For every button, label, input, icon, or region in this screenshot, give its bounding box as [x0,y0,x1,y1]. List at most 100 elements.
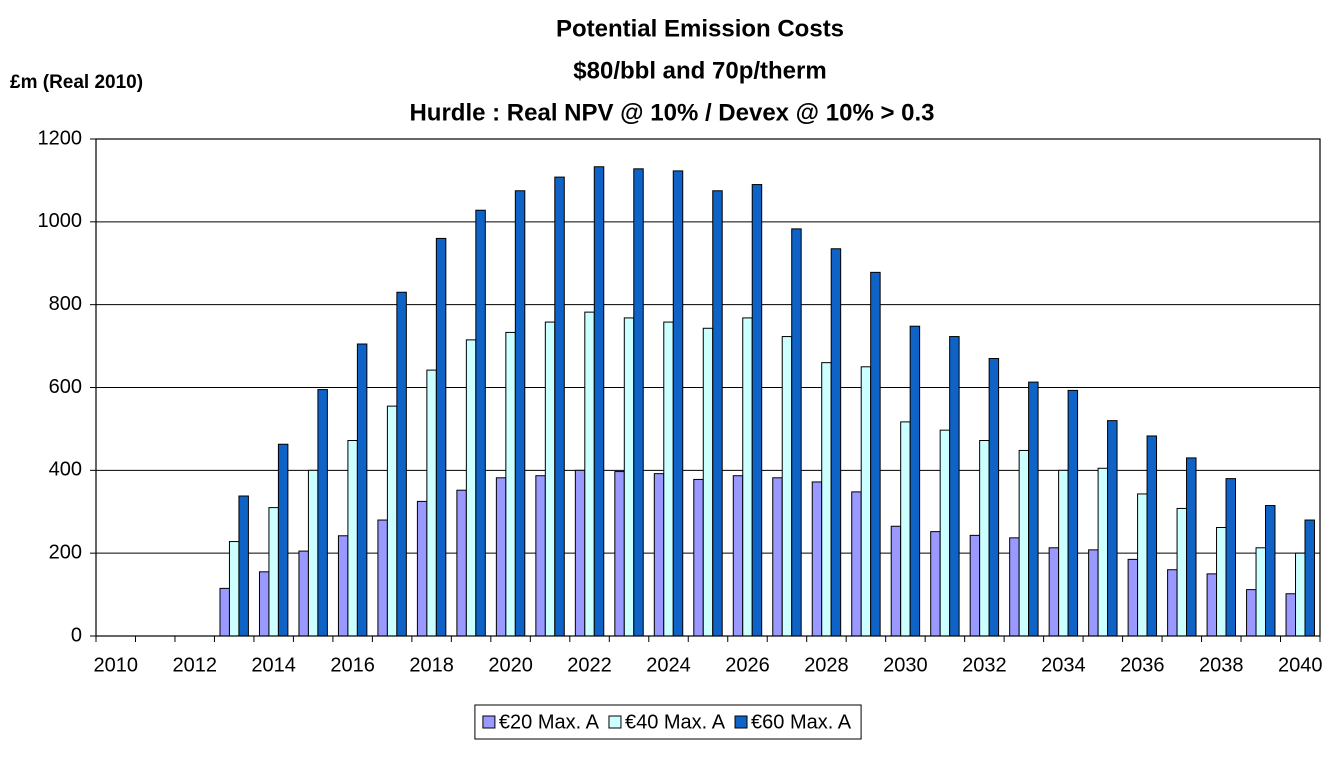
x-tick-label: 2032 [962,654,1007,676]
bar [712,190,723,637]
y-tick-label: 1000 [38,210,83,232]
bar [1058,469,1069,637]
bar [1009,537,1020,637]
bar [219,587,230,637]
legend-label: €20 Max. A [499,711,600,733]
bar [1067,389,1079,637]
bar [535,475,546,637]
chart-subtitle: $80/bbl and 70p/therm [573,57,826,84]
y-axis-title: £m (Real 2010) [10,72,143,93]
bar [979,440,990,637]
x-tick-label: 2040 [1278,654,1323,676]
bar [238,495,249,637]
bar [821,362,832,637]
bar [228,541,240,637]
x-tick-label: 2022 [567,654,612,676]
bar [1167,569,1178,637]
bar [1127,558,1139,637]
bar [742,317,753,637]
chart-title: Potential Emission Costs [556,15,844,42]
bar [633,168,644,637]
bar [514,190,526,637]
bar [791,228,802,637]
bar [614,471,625,637]
bar [396,291,407,637]
bar [1048,547,1060,637]
y-tick-label: 600 [49,376,82,398]
bar [702,327,714,637]
bar [1225,478,1237,637]
bar [1176,507,1188,637]
bar [1206,573,1218,637]
bar [1018,449,1030,637]
bar [1107,420,1118,637]
x-tick-label: 2010 [93,654,138,676]
bar [939,429,951,637]
bar [386,405,398,637]
y-tick-label: 200 [49,541,82,563]
bar [949,336,960,637]
bar [781,336,793,637]
bar [900,421,911,637]
x-tick-label: 2028 [804,654,849,676]
bar [751,184,763,637]
chart-subtitle: Hurdle : Real NPV @ 10% / Devex @ 10% > … [409,99,934,126]
bar [1097,467,1109,637]
x-tick-label: 2016 [330,654,375,676]
bar [969,534,981,637]
bar [672,170,684,637]
bar [1028,381,1039,637]
bar [317,389,328,637]
legend-swatch [734,715,748,729]
bar [574,469,586,637]
x-tick-label: 2014 [251,654,296,676]
bar [1137,493,1148,637]
bar [1088,549,1099,637]
bar [584,311,595,637]
bar [298,550,309,637]
bar [732,475,744,637]
bar [1265,505,1276,637]
bar [811,481,823,637]
bar [258,571,270,637]
bar [693,478,704,637]
legend-swatch [482,715,496,729]
bar [416,500,428,637]
bar [544,321,556,637]
x-tick-label: 2034 [1041,654,1086,676]
plot-border [95,138,1321,637]
bar [653,473,665,637]
y-tick-label: 1200 [38,127,83,149]
legend-swatch [608,715,622,729]
x-tick-label: 2026 [725,654,770,676]
bar [347,440,358,637]
bar [623,317,635,637]
bar [1216,526,1227,637]
bar [307,469,319,637]
x-tick-label: 2024 [646,654,691,676]
bar [426,369,437,637]
bar [830,248,842,637]
x-tick-label: 2038 [1199,654,1244,676]
legend-box [474,704,862,740]
bar [356,343,368,637]
x-tick-label: 2030 [883,654,928,676]
bar [475,209,486,637]
bar [1295,552,1306,637]
legend-label: €60 Max. A [751,711,852,733]
bar [554,176,565,637]
x-tick-label: 2020 [488,654,533,676]
bar [870,271,881,637]
bar [663,321,674,637]
bar [1146,435,1158,637]
bar [337,535,349,637]
bar [988,358,1000,637]
bar [930,531,941,637]
bar [1186,457,1197,637]
bar [465,339,477,637]
bar [890,525,902,637]
bar [1255,547,1267,637]
bar [505,331,516,637]
y-tick-label: 800 [49,293,82,315]
